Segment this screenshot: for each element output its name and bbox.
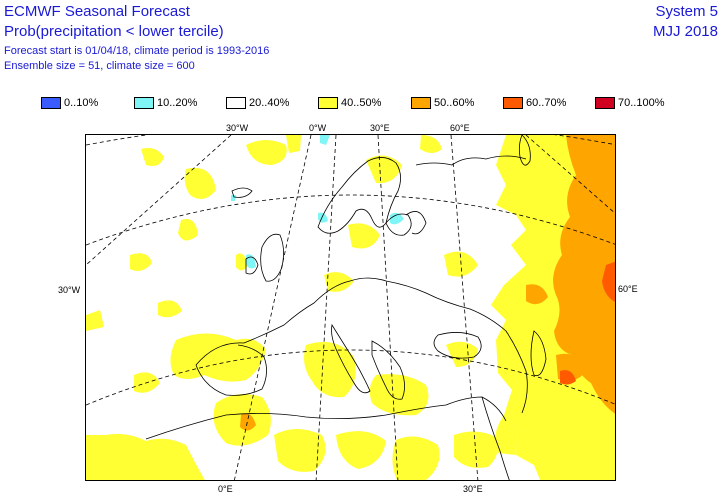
- grid-label-bottom-0e: 0°E: [218, 484, 233, 494]
- forecast-info: Forecast start is 01/04/18, climate peri…: [4, 45, 270, 57]
- legend-label: 50..60%: [434, 97, 475, 109]
- legend-item-70-100: 70..100%: [595, 95, 664, 111]
- grid-label-top-60e: 60°E: [450, 123, 470, 133]
- probability-map: [85, 134, 616, 481]
- legend-label: 0..10%: [64, 97, 99, 109]
- legend-item-0-10: 0..10%: [41, 95, 98, 111]
- legend-label: 20..40%: [249, 97, 290, 109]
- shading-cyan: [231, 135, 404, 269]
- season-label: MJJ 2018: [652, 23, 718, 40]
- legend-swatch-orange: [411, 97, 431, 109]
- legend-swatch-cyan: [134, 97, 154, 109]
- ensemble-info: Ensemble size = 51, climate size = 600: [4, 60, 195, 72]
- grid-label-bottom-30e: 30°E: [463, 484, 483, 494]
- title: ECMWF Seasonal Forecast: [4, 3, 190, 20]
- system-label: System 5: [655, 3, 718, 20]
- grid-label-right-60e: 60°E: [618, 284, 638, 294]
- legend-item-10-20: 10..20%: [134, 95, 197, 111]
- shading-yellow: [86, 135, 615, 480]
- legend-swatch-blue: [41, 97, 61, 109]
- coastlines: [145, 135, 547, 480]
- subtitle: Prob(precipitation < lower tercile): [4, 23, 224, 40]
- legend-item-50-60: 50..60%: [411, 95, 474, 111]
- grid-label-top-30w: 30°W: [226, 123, 249, 133]
- legend-item-20-40: 20..40%: [226, 95, 289, 111]
- grid-label-top-30e: 30°E: [370, 123, 390, 133]
- legend-item-60-70: 60..70%: [503, 95, 566, 111]
- grid-label-left-30w: 30°W: [58, 285, 81, 295]
- legend-swatch-red: [595, 97, 615, 109]
- legend-label: 70..100%: [618, 97, 665, 109]
- legend-label: 10..20%: [157, 97, 198, 109]
- grid-label-top-0w: 0°W: [309, 123, 327, 133]
- legend-label: 60..70%: [526, 97, 567, 109]
- legend-swatch-red-orange: [503, 97, 523, 109]
- legend-swatch-white: [226, 97, 246, 109]
- shading-red-orange: [560, 261, 615, 385]
- legend-item-40-50: 40..50%: [318, 95, 381, 111]
- legend: 0..10% 10..20% 20..40% 40..50% 50..60% 6…: [0, 95, 725, 111]
- graticule: [86, 135, 615, 480]
- legend-label: 40..50%: [341, 97, 382, 109]
- legend-swatch-yellow: [318, 97, 338, 109]
- map-svg: [86, 135, 615, 480]
